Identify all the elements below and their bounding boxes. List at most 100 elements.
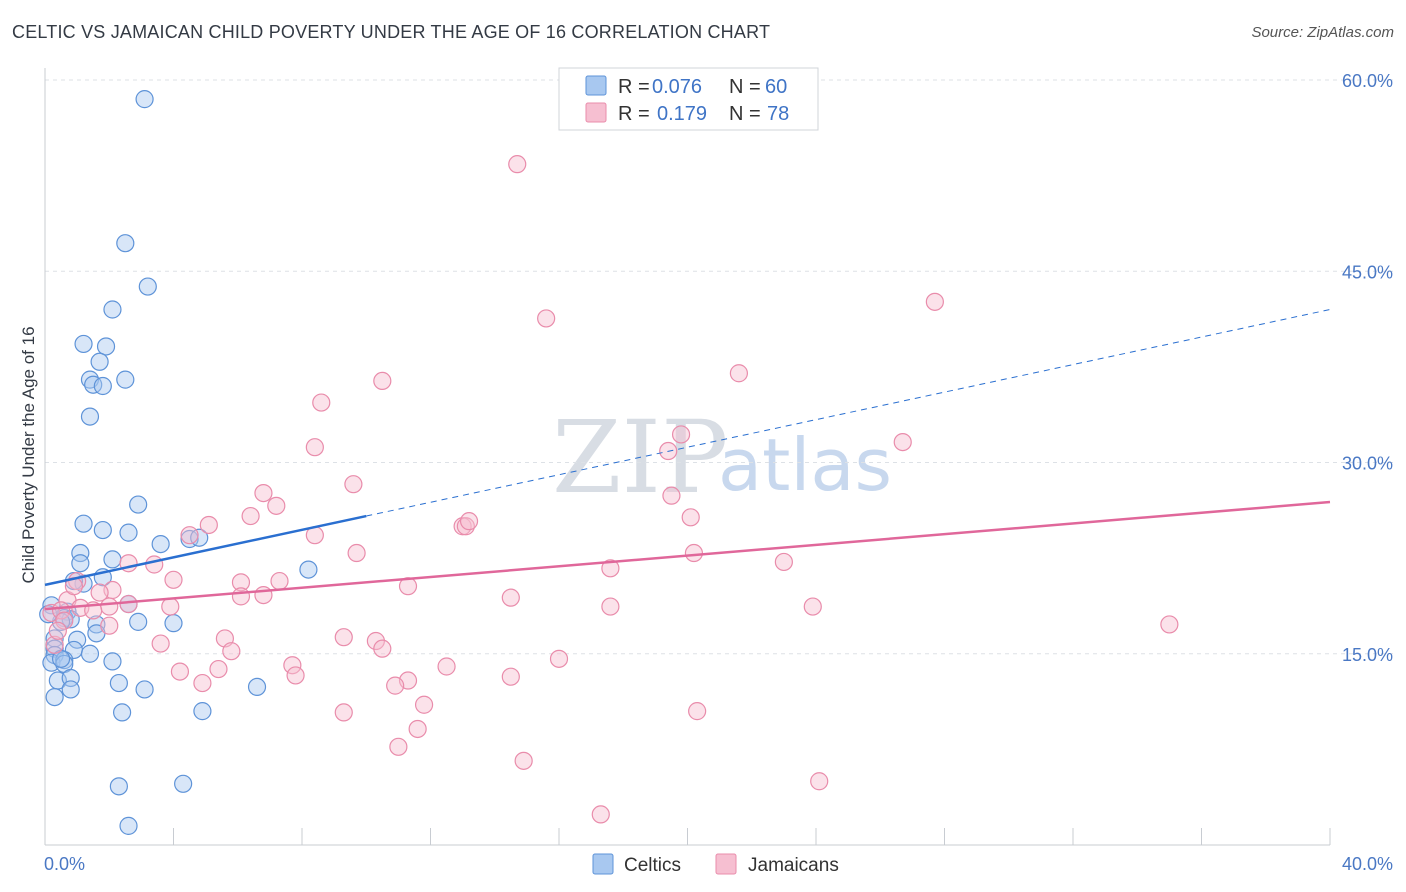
celtics-point (68, 630, 87, 649)
jamaicans-point (537, 309, 556, 328)
jamaicans-point (601, 597, 620, 616)
legend-r-value-celtics: 0.076 (652, 76, 702, 98)
jamaicans-point (241, 506, 260, 526)
jamaicans-point (222, 642, 241, 661)
celtics-point (74, 514, 93, 533)
jamaicans-point (55, 611, 74, 630)
legend-n-label-celtics: N = (729, 76, 761, 98)
axes (44, 68, 1331, 846)
chart-title: CELTIC VS JAMAICAN CHILD POVERTY UNDER T… (12, 22, 771, 42)
jamaicans-point (180, 526, 199, 545)
jamaicans-point (51, 601, 71, 620)
jamaicans-trend-line (44, 500, 1331, 611)
jamaicans-point (267, 496, 286, 515)
jamaicans-point (386, 676, 405, 695)
celtics-point (80, 644, 100, 663)
y-axis-label: Child Poverty Under the Age of 16 (19, 326, 38, 583)
jamaicans-point (145, 555, 164, 574)
jamaicans-point (161, 597, 180, 616)
celtics-trend-line (44, 514, 367, 587)
celtics-point (116, 370, 135, 389)
jamaicans-point (209, 659, 228, 679)
jamaicans-point (231, 587, 251, 606)
jamaicans-point (45, 635, 64, 654)
jamaicans-point (456, 517, 475, 536)
celtics-point (135, 680, 154, 699)
legend-r-label-jamaicans: R = (618, 103, 650, 125)
jamaicans-point (389, 737, 408, 756)
jamaicans-points (42, 155, 1179, 824)
bottom-legend-swatch-celtics (592, 853, 614, 875)
bottom-legend-jamaicans: Jamaicans (748, 855, 839, 876)
bottom-legend-celtics: Celtics (624, 855, 681, 876)
y-tick-label: 30.0% (1342, 454, 1393, 474)
trend-lines (44, 309, 1331, 611)
celtics-point (84, 375, 103, 394)
celtics-point (151, 534, 170, 554)
legend-n-value-jamaicans: 78 (767, 103, 789, 125)
celtics-point (180, 529, 199, 549)
y-tick-label: 45.0% (1342, 262, 1393, 282)
jamaicans-point (151, 634, 170, 653)
jamaicans-point (662, 486, 681, 505)
celtics-point (247, 677, 267, 697)
jamaicans-point (601, 559, 620, 578)
jamaicans-point (193, 673, 212, 693)
jamaicans-point (119, 594, 138, 614)
source-label: Source: ZipAtlas.com (1251, 24, 1394, 41)
legend-n-label-jamaicans: N = (729, 103, 761, 125)
jamaicans-point (803, 597, 822, 616)
jamaicans-point (681, 508, 700, 527)
jamaicans-point (373, 639, 392, 658)
jamaicans-point (231, 573, 251, 592)
legend: R = 0.076 N = 60 R = 0.179 N = 78 (558, 67, 819, 131)
jamaicans-point (254, 484, 273, 503)
celtics-point (93, 376, 112, 396)
celtics-point (112, 703, 132, 722)
jamaicans-point (270, 571, 289, 591)
celtics-point (193, 702, 212, 721)
jamaicans-point (100, 597, 119, 616)
celtics-point (93, 520, 112, 540)
legend-r-label-celtics: R = (618, 76, 650, 98)
jamaicans-point (684, 543, 704, 563)
jamaicans-point (100, 616, 119, 635)
celtics-points (39, 90, 318, 835)
watermark-atlas: atlas (718, 423, 892, 507)
jamaicans-point (508, 155, 527, 174)
celtics-point (71, 543, 90, 563)
celtics-point (129, 612, 148, 631)
y-tick-label: 15.0% (1342, 645, 1393, 665)
legend-swatch-celtics (585, 75, 607, 96)
celtics-point (103, 550, 122, 569)
celtics-point (45, 687, 64, 707)
y-tick-labels: 15.0% 30.0% 45.0% 60.0% (1342, 71, 1393, 665)
bottom-legend-swatch-jamaicans (715, 853, 737, 875)
jamaicans-point (334, 628, 353, 647)
x-tick-label-min: 0.0% (44, 854, 85, 874)
celtics-point (138, 277, 157, 296)
jamaicans-point (591, 805, 610, 824)
jamaicans-point (671, 425, 691, 444)
celtics-point (61, 680, 80, 699)
jamaicans-point (334, 703, 353, 722)
celtics-point (109, 777, 128, 796)
jamaicans-point (90, 583, 109, 602)
jamaicans-point (414, 695, 434, 714)
jamaicans-point (305, 438, 324, 457)
celtics-point (119, 816, 138, 835)
jamaicans-point (164, 570, 183, 589)
legend-n-value-celtics: 60 (765, 76, 787, 98)
celtics-point (80, 407, 100, 426)
celtics-point (90, 352, 109, 371)
celtics-point (103, 652, 122, 671)
celtics-point (74, 334, 93, 354)
jamaicans-point (549, 649, 569, 668)
celtics-point (129, 495, 148, 514)
jamaicans-point (344, 475, 363, 494)
jamaicans-point (437, 657, 456, 676)
jamaicans-point (774, 552, 793, 572)
y-tick-label: 60.0% (1342, 71, 1393, 91)
celtics-point (119, 523, 138, 542)
bottom-legend: Celtics Jamaicans (592, 853, 839, 876)
